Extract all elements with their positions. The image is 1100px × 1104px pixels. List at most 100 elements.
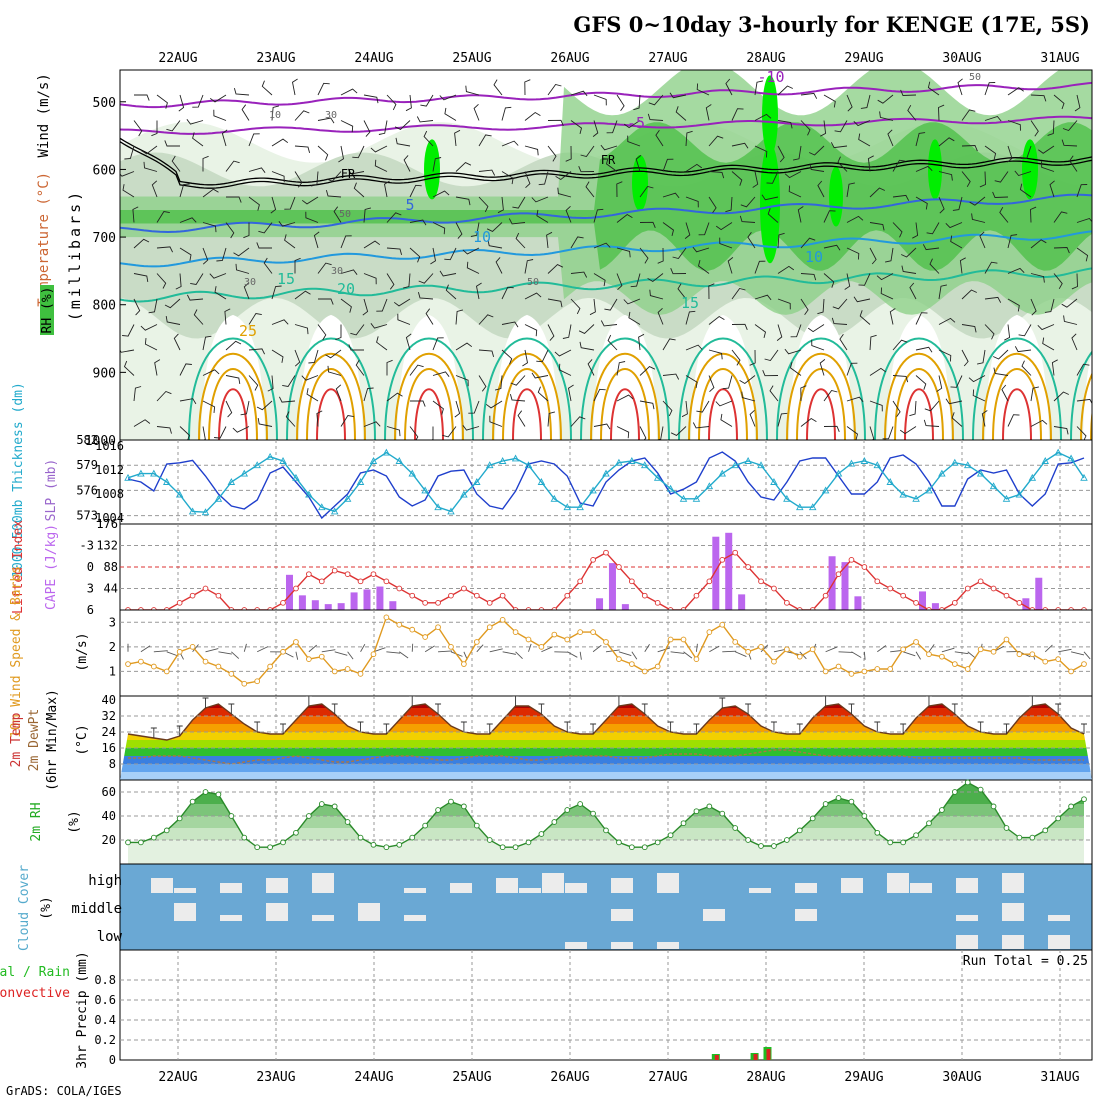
rh2m-series-point <box>487 838 492 843</box>
slp-right-tick-label: 1016 <box>95 439 124 453</box>
contour-label: 50 <box>527 277 539 288</box>
cape-bar <box>622 604 629 610</box>
cape-right-tick-label: 176 <box>96 517 118 531</box>
rh2m-series-point <box>733 826 738 831</box>
cape-left-tick-label: -3 <box>80 539 94 553</box>
cloud-bar <box>404 888 426 893</box>
rh2m-series-point <box>306 814 311 819</box>
wind10-series-point <box>617 657 622 662</box>
upper-ylabel-wind: Wind (m/s) <box>36 73 52 157</box>
contour-label: 25 <box>239 322 257 340</box>
rh2m-series-point <box>552 820 557 825</box>
lifted-index-point <box>203 586 208 591</box>
cape-left-tick-label: 6 <box>87 603 94 617</box>
cloud-bar <box>519 888 541 893</box>
wind10-series-point <box>203 659 208 664</box>
lifted-index-point <box>281 600 286 605</box>
rh-core <box>928 139 942 199</box>
wind10-series-point <box>978 647 983 652</box>
svg-text:Temperature (°C) Wind (m: Temperature (°C) Wind (m/s) <box>36 73 52 307</box>
cloud-bar <box>611 878 633 893</box>
cloud-bar <box>358 903 380 921</box>
lifted-index-point <box>397 586 402 591</box>
cape-bar <box>609 563 616 610</box>
lifted-index-point <box>306 572 311 577</box>
lifted-index-point <box>707 579 712 584</box>
cloud-bar <box>565 883 587 893</box>
contour-label: FR <box>601 153 616 167</box>
lifted-index-point <box>500 593 505 598</box>
wind10-series-point <box>939 654 944 659</box>
cloud-bar <box>404 915 426 921</box>
top-date-label: 30AUG <box>942 51 981 66</box>
cloud-level-label: middle <box>71 901 122 917</box>
cape-bar <box>389 601 396 610</box>
lifted-index-point <box>823 593 828 598</box>
contour-label: -5 <box>627 114 645 132</box>
lifted-index-point <box>461 586 466 591</box>
wind10-series-point <box>823 669 828 674</box>
upper-air-panel <box>118 61 1100 442</box>
lifted-index-point <box>358 579 363 584</box>
rh2m-series-point <box>810 816 815 821</box>
lifted-index-point <box>694 593 699 598</box>
rh-core <box>829 166 843 226</box>
precip-tick-label: 0.4 <box>94 1013 116 1027</box>
rh2m-series-point <box>746 838 751 843</box>
lifted-index-point <box>746 565 751 570</box>
contour-label: 30 <box>325 110 337 121</box>
rh2m-series-point <box>642 845 647 850</box>
cape-bar <box>725 533 732 610</box>
wind10-series-point <box>772 659 777 664</box>
wind10-tick-label: 2 <box>109 640 116 654</box>
lifted-index-point <box>578 579 583 584</box>
wind10-series-point <box>281 649 286 654</box>
cape-right-tick-label: 44 <box>104 582 118 596</box>
lifted-index-point <box>410 593 415 598</box>
cloud-bar <box>312 915 334 921</box>
rh2m-series-point <box>1004 826 1009 831</box>
contour-label: 10 <box>269 110 281 121</box>
wind10-series-point <box>1069 669 1074 674</box>
lifted-index-point <box>875 579 880 584</box>
wind10-series-point <box>139 659 144 664</box>
upper-ylabel-mb: (millibars) <box>66 189 84 321</box>
rh2m-series-point <box>397 842 402 847</box>
cape-bar <box>364 589 371 610</box>
cloud-frame <box>120 864 1092 950</box>
cloud-bar <box>657 873 679 893</box>
rh2m-series-point <box>1056 816 1061 821</box>
wind10-series-point <box>591 630 596 635</box>
chart-title: GFS 0~10day 3-hourly for KENGE (17E, 5S) <box>573 12 1090 37</box>
cape-bar <box>312 600 319 610</box>
lifted-index-point <box>1004 593 1009 598</box>
top-date-label: 31AUG <box>1040 51 1079 66</box>
rh2m-series-point <box>1043 828 1048 833</box>
rh2m-series-point <box>203 790 208 795</box>
contour-label: 50 <box>339 209 351 220</box>
run-total: Run Total = 0.25 <box>963 954 1088 969</box>
wind10-series-point <box>1082 662 1087 667</box>
rh2m-tick-label: 40 <box>102 809 116 823</box>
bottom-date-label: 26AUG <box>550 1070 589 1085</box>
cape-bar <box>351 592 358 610</box>
wind10-series-point <box>784 647 789 652</box>
rh2m-series-point <box>991 804 996 809</box>
rh2m-series-point <box>126 840 131 845</box>
cape-right-tick-label: 132 <box>96 539 118 553</box>
wind10-tick-label: 3 <box>109 615 116 629</box>
cloud-bar <box>174 903 196 921</box>
rh2m-series-point <box>229 814 234 819</box>
top-date-label: 22AUG <box>158 51 197 66</box>
lifted-index-point <box>216 593 221 598</box>
bottom-date-label: 24AUG <box>354 1070 393 1085</box>
cloud-bar <box>565 942 587 949</box>
wind10-series-point <box>694 657 699 662</box>
rh2m-series-point <box>332 804 337 809</box>
wind10-series-point <box>474 640 479 645</box>
cloud-bar <box>220 883 242 893</box>
